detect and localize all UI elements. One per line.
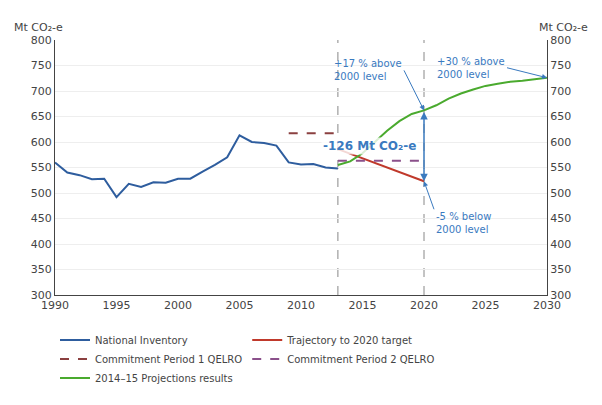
svg-text:400: 400 [550, 238, 571, 251]
svg-text:550: 550 [550, 161, 571, 174]
svg-text:1995: 1995 [103, 299, 131, 312]
svg-text:2015: 2015 [349, 299, 377, 312]
svg-text:800: 800 [31, 34, 52, 47]
svg-text:350: 350 [550, 263, 571, 276]
svg-text:-126 Mt CO₂-e: -126 Mt CO₂-e [323, 139, 416, 153]
svg-text:500: 500 [31, 187, 52, 200]
svg-text:2005: 2005 [226, 299, 254, 312]
svg-text:Trajectory to 2020 target: Trajectory to 2020 target [286, 335, 412, 346]
svg-text:450: 450 [31, 212, 52, 225]
svg-text:2020: 2020 [410, 299, 438, 312]
svg-text:700: 700 [550, 85, 571, 98]
svg-text:750: 750 [550, 59, 571, 72]
svg-text:National Inventory: National Inventory [95, 335, 188, 346]
svg-text:650: 650 [31, 110, 52, 123]
svg-text:Commitment Period 2 QELRO: Commitment Period 2 QELRO [287, 354, 434, 365]
svg-text:300: 300 [31, 289, 52, 302]
svg-text:750: 750 [31, 59, 52, 72]
svg-text:550: 550 [31, 161, 52, 174]
svg-text:Commitment Period 1 QELRO: Commitment Period 1 QELRO [95, 354, 242, 365]
svg-text:+17 % above2000 level: +17 % above2000 level [334, 58, 402, 82]
svg-text:Mt CO₂-e: Mt CO₂-e [14, 21, 63, 34]
svg-text:800: 800 [550, 34, 571, 47]
svg-text:2000: 2000 [164, 299, 192, 312]
svg-text:+30 % above2000 level: +30 % above2000 level [437, 56, 505, 80]
svg-text:2025: 2025 [472, 299, 500, 312]
svg-text:700: 700 [31, 85, 52, 98]
svg-text:600: 600 [31, 136, 52, 149]
svg-text:300: 300 [550, 289, 571, 302]
svg-text:2014–15 Projections results: 2014–15 Projections results [95, 373, 233, 384]
svg-text:2010: 2010 [287, 299, 315, 312]
svg-text:450: 450 [550, 212, 571, 225]
svg-text:400: 400 [31, 238, 52, 251]
svg-text:650: 650 [550, 110, 571, 123]
svg-text:1990: 1990 [41, 299, 69, 312]
svg-text:2030: 2030 [533, 299, 561, 312]
svg-text:350: 350 [31, 263, 52, 276]
svg-text:-5 % below2000 level: -5 % below2000 level [436, 211, 491, 235]
svg-text:600: 600 [550, 136, 571, 149]
svg-text:500: 500 [550, 187, 571, 200]
svg-text:Mt CO₂-e: Mt CO₂-e [539, 21, 588, 34]
